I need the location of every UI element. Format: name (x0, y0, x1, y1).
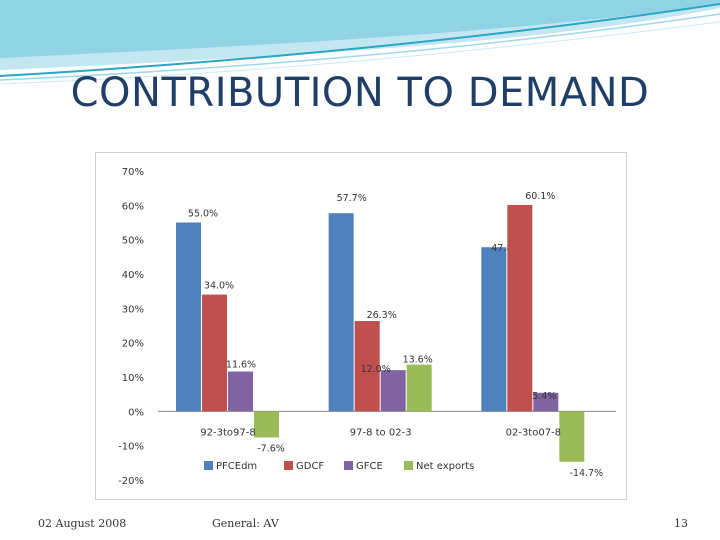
legend-swatch (344, 461, 353, 470)
bar-gdcf (507, 204, 533, 412)
bar-gfce (380, 370, 406, 412)
y-tick-label: 0% (128, 407, 144, 418)
bar-pfcedm (328, 213, 354, 412)
y-tick-label: -10% (118, 442, 144, 453)
data-label: 34.0% (204, 281, 234, 292)
footer-center-text: General: AV (212, 517, 279, 530)
y-tick-label: 60% (122, 201, 144, 212)
data-label: 5.4% (532, 391, 556, 402)
data-label: 11.6% (226, 360, 256, 371)
legend-swatch (284, 461, 293, 470)
y-tick-label: 30% (122, 304, 144, 315)
y-tick-label: 10% (122, 373, 144, 384)
bar-chart: 70% 60% 50% 40% 30% 20% 10% 0% -10% -20% 55.0% 34.0… (118, 167, 616, 487)
data-label: 47.8% (491, 243, 521, 254)
page-number: 13 (674, 517, 688, 530)
bar-pfcedm (176, 222, 201, 412)
legend-swatch (404, 461, 413, 470)
legend-swatch (204, 461, 213, 470)
data-label: 57.7% (337, 193, 367, 204)
bar-gfce (228, 371, 253, 412)
y-tick-label: 40% (122, 270, 144, 281)
bar-gfce (533, 392, 559, 412)
header-wave-decoration (0, 0, 720, 85)
bar-net-exports (559, 411, 585, 462)
legend-label: GFCE (356, 461, 383, 472)
y-tick-label: 70% (122, 167, 144, 178)
data-label: 55.0% (188, 209, 218, 220)
footer-date: 02 August 2008 (38, 517, 127, 530)
data-label: 13.6% (403, 355, 433, 366)
bar-net-exports (406, 364, 432, 412)
legend-label: GDCF (296, 461, 324, 472)
data-label: 12.0% (361, 364, 391, 375)
data-label: 60.1% (525, 191, 555, 202)
bar-gdcf (202, 294, 227, 412)
y-tick-label: -20% (118, 476, 144, 487)
data-label: 26.3% (367, 310, 397, 321)
y-tick-label: 20% (122, 339, 144, 350)
x-category-label: 97-8 to 02-3 (350, 427, 412, 438)
bar-net-exports (254, 411, 279, 438)
chart-frame: 70% 60% 50% 40% 30% 20% 10% 0% -10% -20% 55.0% 34.0… (95, 152, 627, 500)
x-category-label: 92-3to97-8 (200, 427, 255, 438)
data-label: -14.7% (570, 468, 604, 479)
legend-label: PFCEdm (216, 461, 257, 472)
slide-title: CONTRIBUTION TO DEMAND (70, 70, 650, 116)
data-label: -7.6% (257, 443, 285, 454)
legend-label: Net exports (416, 461, 474, 472)
bar-pfcedm (481, 247, 507, 412)
y-tick-label: 50% (122, 236, 144, 247)
bar-gdcf (354, 321, 380, 412)
x-category-label: 02-3to07-8 (506, 427, 561, 438)
